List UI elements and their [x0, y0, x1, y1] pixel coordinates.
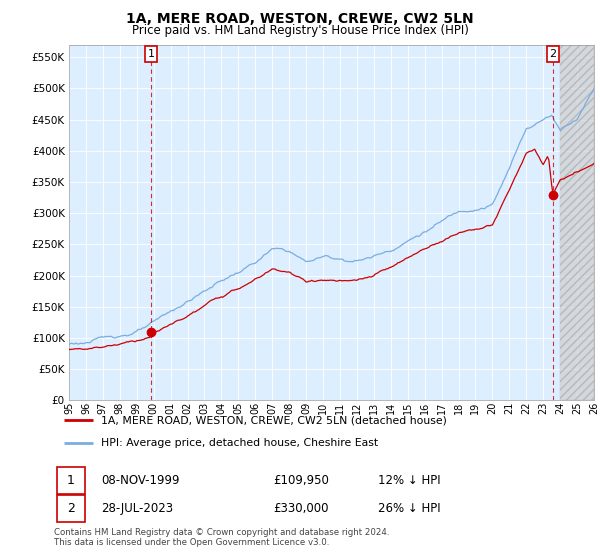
- Text: 08-NOV-1999: 08-NOV-1999: [101, 474, 179, 487]
- Text: 1A, MERE ROAD, WESTON, CREWE, CW2 5LN: 1A, MERE ROAD, WESTON, CREWE, CW2 5LN: [126, 12, 474, 26]
- Text: 1A, MERE ROAD, WESTON, CREWE, CW2 5LN (detached house): 1A, MERE ROAD, WESTON, CREWE, CW2 5LN (d…: [101, 415, 447, 425]
- Text: 28-JUL-2023: 28-JUL-2023: [101, 502, 173, 515]
- Text: 26% ↓ HPI: 26% ↓ HPI: [377, 502, 440, 515]
- Text: 2: 2: [67, 502, 75, 515]
- Text: 1: 1: [148, 49, 155, 59]
- Text: 2: 2: [549, 49, 556, 59]
- Text: £330,000: £330,000: [273, 502, 329, 515]
- Text: HPI: Average price, detached house, Cheshire East: HPI: Average price, detached house, Ches…: [101, 438, 378, 449]
- FancyBboxPatch shape: [56, 467, 85, 494]
- Text: 12% ↓ HPI: 12% ↓ HPI: [377, 474, 440, 487]
- Text: Contains HM Land Registry data © Crown copyright and database right 2024.
This d: Contains HM Land Registry data © Crown c…: [54, 528, 389, 547]
- Text: Price paid vs. HM Land Registry's House Price Index (HPI): Price paid vs. HM Land Registry's House …: [131, 24, 469, 36]
- FancyBboxPatch shape: [56, 495, 85, 522]
- Text: 1: 1: [67, 474, 75, 487]
- Bar: [560, 45, 594, 400]
- Text: £109,950: £109,950: [273, 474, 329, 487]
